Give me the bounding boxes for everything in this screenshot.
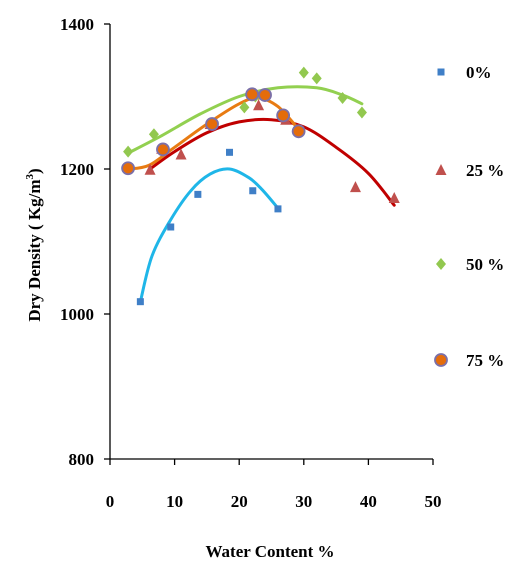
y-axis-title: Dry Density ( Kg/m3) bbox=[24, 168, 44, 321]
y-tick-label: 1200 bbox=[60, 160, 94, 179]
data-point-25pct bbox=[349, 181, 361, 193]
legend-label-50pct: 50 % bbox=[466, 255, 504, 274]
legend-marker-0pct bbox=[437, 68, 445, 76]
y-axis-title-end: ) bbox=[25, 168, 44, 174]
legend-marker-50pct bbox=[436, 258, 446, 270]
legend-marker-75pct bbox=[434, 353, 448, 367]
axes bbox=[109, 24, 433, 460]
data-point-50pct bbox=[298, 66, 309, 79]
x-tick-label: 0 bbox=[106, 492, 115, 511]
legend-marker-25pct bbox=[435, 164, 447, 175]
x-tick-label: 30 bbox=[295, 492, 312, 511]
data-point-50pct bbox=[356, 106, 367, 119]
data-point-0pct bbox=[194, 190, 202, 198]
trend-line-0pct bbox=[138, 167, 280, 304]
data-point-0pct bbox=[167, 223, 175, 231]
y-tick-label: 1000 bbox=[60, 305, 94, 324]
data-point-25pct bbox=[253, 99, 265, 111]
data-point-25pct bbox=[388, 192, 400, 203]
legend: 0% 25 % 50 % 75 % bbox=[434, 63, 504, 370]
legend-label-0pct: 0% bbox=[466, 63, 492, 82]
data-point-50pct bbox=[239, 101, 250, 114]
data-point-50pct bbox=[337, 91, 348, 104]
x-axis-title: Water Content % bbox=[205, 542, 334, 561]
ticks: 0 10 20 30 40 50 800 1000 1200 1400 bbox=[60, 15, 442, 511]
data-point-75pct bbox=[258, 88, 272, 102]
data-point-75pct bbox=[205, 117, 219, 131]
data-point-0pct bbox=[136, 298, 144, 306]
y-tick-label: 800 bbox=[69, 450, 95, 469]
trend-lines bbox=[126, 85, 396, 304]
trend-line-25pct bbox=[148, 117, 396, 207]
data-markers bbox=[121, 66, 400, 306]
x-tick-label: 50 bbox=[425, 492, 442, 511]
data-point-50pct bbox=[311, 72, 322, 85]
data-point-75pct bbox=[121, 161, 135, 176]
data-point-50pct bbox=[123, 145, 134, 158]
data-point-50pct bbox=[148, 128, 159, 141]
data-point-75pct bbox=[291, 124, 306, 139]
trend-line-75pct bbox=[126, 96, 299, 171]
legend-label-75pct: 75 % bbox=[466, 351, 504, 370]
data-point-0pct bbox=[226, 148, 234, 156]
data-point-0pct bbox=[274, 205, 282, 213]
data-point-75pct bbox=[245, 87, 260, 102]
data-point-75pct bbox=[276, 108, 291, 123]
legend-label-25pct: 25 % bbox=[466, 161, 504, 180]
x-tick-label: 10 bbox=[166, 492, 183, 511]
data-point-0pct bbox=[249, 187, 257, 195]
x-tick-label: 40 bbox=[360, 492, 377, 511]
data-point-25pct bbox=[175, 148, 187, 160]
x-tick-label: 20 bbox=[231, 492, 248, 511]
y-axis-title-main: Dry Density ( Kg/m bbox=[25, 180, 44, 322]
y-tick-label: 1400 bbox=[60, 15, 94, 34]
y-axis-title-sup: 3 bbox=[24, 174, 36, 180]
data-point-75pct bbox=[156, 142, 170, 157]
data-point-25pct bbox=[144, 163, 156, 175]
